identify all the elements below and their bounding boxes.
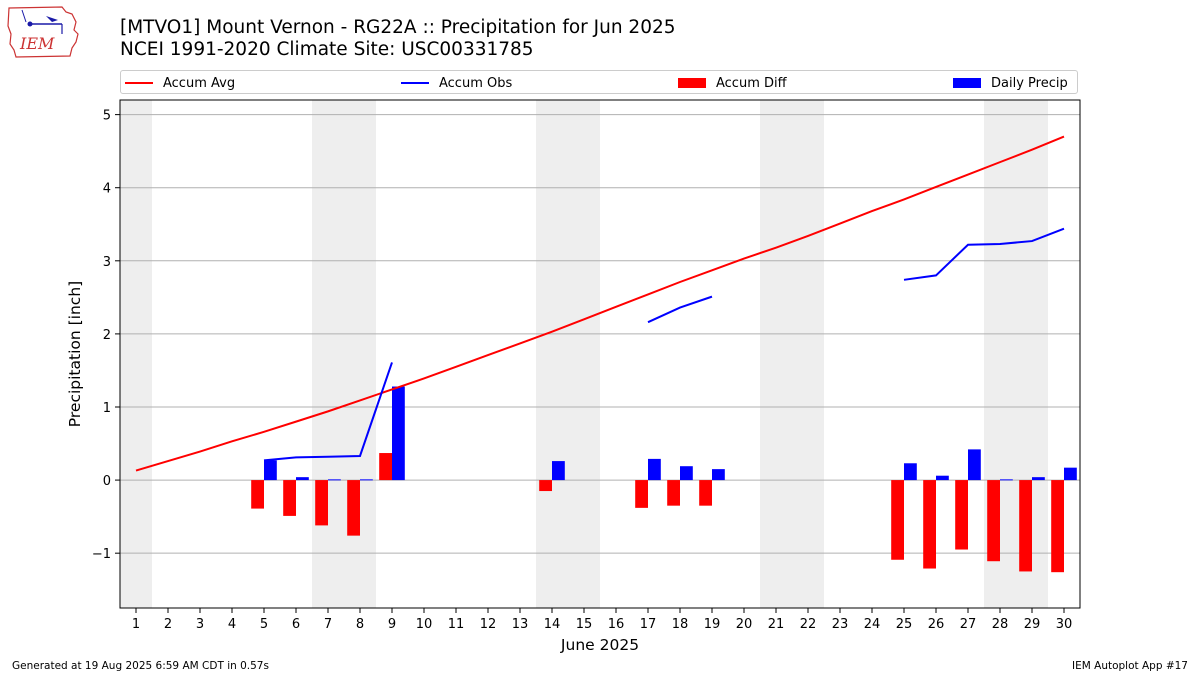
weekend-shade-4: [760, 100, 824, 608]
daily-precip-bar-day-29: [1032, 477, 1045, 481]
weekend-shade-1: [120, 100, 152, 608]
daily-precip-bar-day-17: [648, 458, 661, 481]
chart-title-block: [MTVO1] Mount Vernon - RG22A :: Precipit…: [120, 17, 676, 61]
daily-precip-bar-day-9: [392, 386, 405, 481]
daily-precip-bar-day-8: [360, 479, 373, 481]
x-tick-label-3: 3: [196, 617, 204, 632]
x-tick-label-8: 8: [356, 617, 364, 632]
x-tick-label-21: 21: [768, 617, 785, 632]
daily-precip-bar-day-7: [328, 479, 341, 481]
x-tick-label-28: 28: [992, 617, 1009, 632]
legend-item-accum-avg: Accum Avg: [125, 73, 235, 93]
legend-item-accum-obs: Accum Obs: [401, 73, 512, 93]
x-tick-label-25: 25: [896, 617, 913, 632]
daily-precip-bar-day-5: [264, 460, 277, 481]
x-tick-label-6: 6: [292, 617, 300, 632]
accum-diff-bar-day-5: [251, 480, 264, 509]
daily-precip-bar-day-26: [936, 475, 949, 481]
weekend-shade-3: [536, 100, 600, 608]
accum-diff-bar-day-18: [667, 480, 680, 506]
x-tick-label-19: 19: [704, 617, 721, 632]
accum-diff-bar-day-14: [539, 480, 552, 492]
daily-precip-bar-day-18: [680, 466, 693, 481]
daily-precip-bar-day-25: [904, 463, 917, 481]
x-tick-label-17: 17: [640, 617, 657, 632]
x-tick-label-29: 29: [1024, 617, 1041, 632]
accum-diff-bar-day-25: [891, 480, 904, 560]
x-tick-label-18: 18: [672, 617, 689, 632]
x-tick-label-15: 15: [576, 617, 593, 632]
accum-diff-bar-day-19: [699, 480, 712, 506]
x-axis-label: June 2025: [560, 636, 639, 654]
x-tick-label-7: 7: [324, 617, 332, 632]
accum-diff-bar-day-8: [347, 480, 360, 536]
x-tick-label-26: 26: [928, 617, 945, 632]
accum-diff-bar-day-27: [955, 480, 968, 550]
accum-diff-bar-day-28: [987, 480, 1000, 562]
accum-obs-line-segment-2: [647, 295, 713, 324]
daily-precip-bar-day-14: [552, 461, 565, 481]
y-tick-label-0: 0: [103, 474, 111, 489]
y-tick-label--1: −1: [92, 547, 111, 562]
x-tick-label-30: 30: [1056, 617, 1073, 632]
accum-diff-bar-day-30: [1051, 480, 1064, 573]
legend-swatch-daily-precip: [953, 78, 981, 88]
legend-swatch-accum-obs: [401, 82, 429, 84]
daily-precip-bar-day-30: [1064, 467, 1077, 481]
y-tick-label-5: 5: [103, 109, 111, 124]
iem-logo: IEM: [6, 4, 82, 60]
footer-app: IEM Autoplot App #17: [1072, 660, 1188, 672]
legend-label-daily-precip: Daily Precip: [991, 75, 1068, 91]
accum-diff-bar-day-6: [283, 480, 296, 516]
footer-generated: Generated at 19 Aug 2025 6:59 AM CDT in …: [12, 660, 269, 672]
x-tick-label-2: 2: [164, 617, 172, 632]
legend-item-accum-diff: Accum Diff: [678, 73, 787, 93]
accum-avg-line: [135, 135, 1065, 472]
x-tick-label-13: 13: [512, 617, 529, 632]
accum-diff-bar-day-26: [923, 480, 936, 569]
x-tick-label-12: 12: [480, 617, 497, 632]
x-tick-label-20: 20: [736, 617, 753, 632]
x-tick-label-24: 24: [864, 617, 881, 632]
x-tick-label-11: 11: [448, 617, 465, 632]
legend-label-accum-avg: Accum Avg: [163, 75, 236, 91]
legend-item-daily-precip: Daily Precip: [953, 73, 1068, 93]
accum-diff-bar-day-17: [635, 480, 648, 508]
x-tick-label-22: 22: [800, 617, 817, 632]
legend-label-accum-diff: Accum Diff: [716, 75, 787, 91]
daily-precip-bar-day-27: [968, 449, 981, 481]
x-tick-label-10: 10: [416, 617, 433, 632]
x-tick-label-14: 14: [544, 617, 561, 632]
legend-swatch-accum-avg: [125, 82, 153, 84]
accum-obs-line-segment-1: [263, 362, 393, 462]
logo-text: IEM: [19, 34, 55, 53]
y-axis-label: Precipitation [inch]: [66, 281, 84, 427]
legend-label-accum-obs: Accum Obs: [439, 75, 513, 91]
accum-diff-bar-day-29: [1019, 480, 1032, 572]
y-tick-label-2: 2: [103, 328, 111, 343]
y-tick-label-4: 4: [103, 182, 111, 197]
x-tick-label-4: 4: [228, 617, 236, 632]
daily-precip-bar-day-6: [296, 477, 309, 481]
legend-swatch-accum-diff: [678, 78, 706, 88]
plot-frame: [119, 99, 1081, 609]
legend: Accum Avg Accum Obs Accum Diff Daily Pre…: [120, 70, 1078, 94]
daily-precip-bar-day-28: [1000, 479, 1013, 481]
x-tick-label-5: 5: [260, 617, 268, 632]
x-tick-label-27: 27: [960, 617, 977, 632]
chart-subtitle: NCEI 1991-2020 Climate Site: USC00331785: [120, 39, 534, 60]
accum-obs-line-segment-3: [903, 227, 1065, 281]
weekend-shade-2: [312, 100, 376, 608]
accum-diff-bar-day-9: [379, 453, 392, 481]
x-tick-label-1: 1: [132, 617, 140, 632]
y-tick-label-3: 3: [103, 255, 111, 270]
x-tick-label-9: 9: [388, 617, 396, 632]
x-tick-label-16: 16: [608, 617, 625, 632]
accum-diff-bar-day-7: [315, 480, 328, 526]
y-tick-label-1: 1: [103, 401, 111, 416]
daily-precip-bar-day-19: [712, 469, 725, 481]
x-tick-label-23: 23: [832, 617, 849, 632]
chart-title: [MTVO1] Mount Vernon - RG22A :: Precipit…: [120, 17, 676, 38]
